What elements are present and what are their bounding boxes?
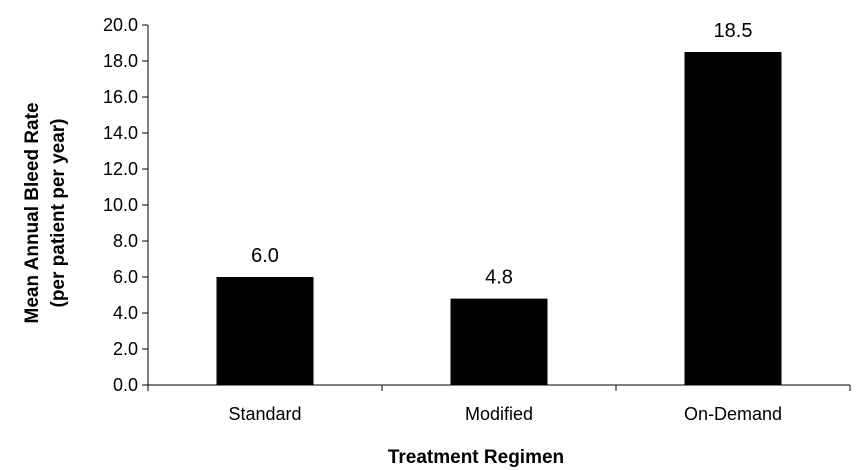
bar-modified	[450, 298, 548, 385]
data-label: 18.5	[714, 20, 753, 42]
y-tick-label: 18.0	[103, 51, 138, 71]
y-tick-label: 12.0	[103, 159, 138, 179]
data-label: 4.8	[485, 267, 513, 289]
data-label: 6.0	[251, 245, 279, 267]
x-tick-label: On-Demand	[684, 404, 782, 424]
y-tick-label: 16.0	[103, 87, 138, 107]
x-tick-label: Standard	[228, 404, 301, 424]
bar-on-demand	[684, 52, 782, 385]
plot-area: 6.0 Standard 4.8 Modified 18.5 On-Demand 0.0 2.…	[103, 15, 851, 424]
y-axis-title: Mean Annual Bleed Rate (per patient per …	[22, 102, 69, 323]
x-axis-title: Treatment Regimen	[388, 447, 564, 468]
y-tick-label: 4.0	[113, 303, 138, 323]
y-axis-title-line-2: (per patient per year)	[48, 119, 69, 308]
y-axis-title-line-1: Mean Annual Bleed Rate	[22, 102, 43, 323]
y-tick-label: 8.0	[113, 231, 138, 251]
bar-standard	[216, 277, 314, 385]
y-tick-label: 2.0	[113, 339, 138, 359]
y-tick-label: 14.0	[103, 123, 138, 143]
x-tick-label: Modified	[465, 404, 533, 424]
y-tick-label: 6.0	[113, 267, 138, 287]
y-tick-label: 10.0	[103, 195, 138, 215]
y-tick-label: 20.0	[103, 15, 138, 35]
y-tick-label: 0.0	[113, 375, 138, 395]
